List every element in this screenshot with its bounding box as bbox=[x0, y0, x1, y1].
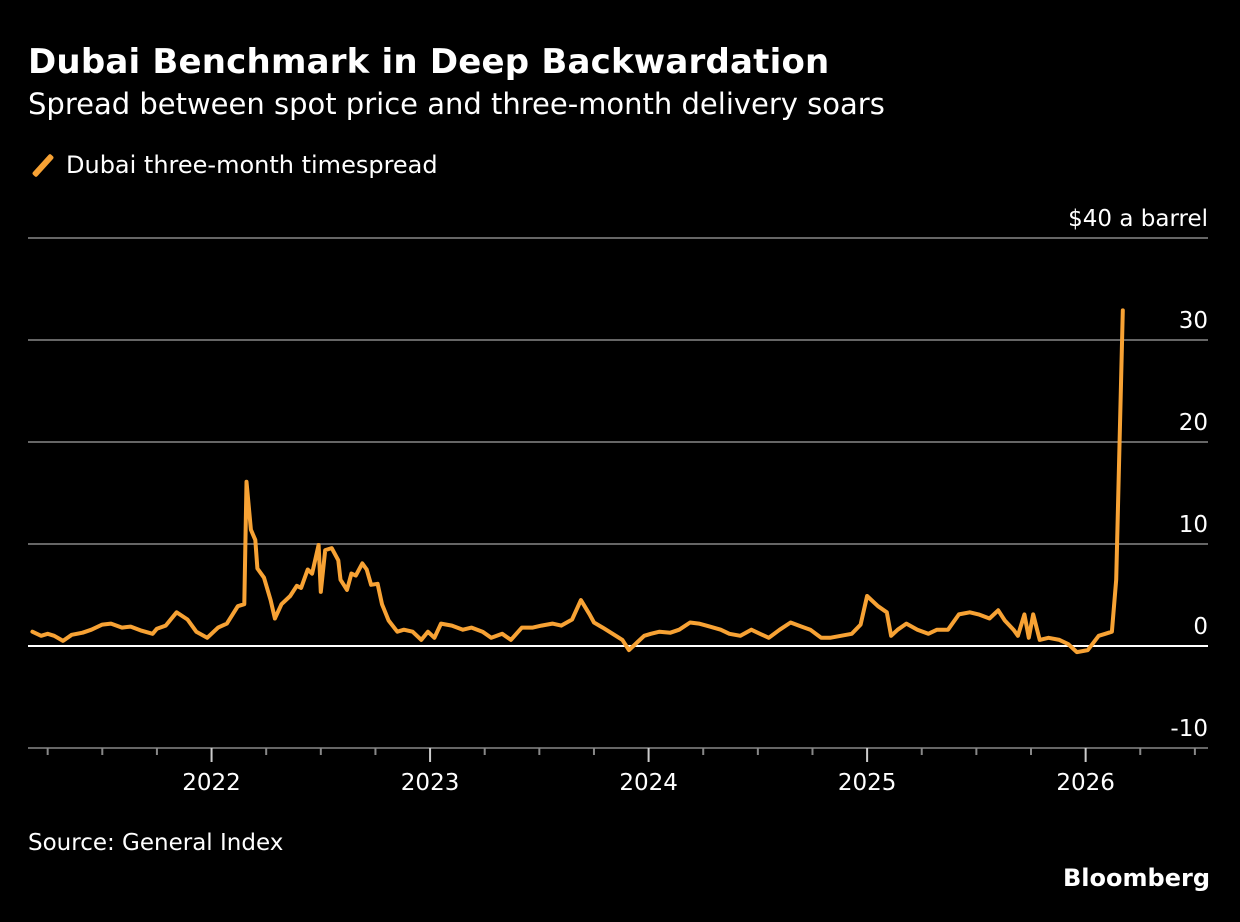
gridlines bbox=[28, 237, 1208, 749]
y-tick-label: 10 bbox=[1179, 512, 1208, 538]
y-axis-labels: $40 a barrel 30 20 10 0 -10 bbox=[1068, 206, 1208, 742]
legend-label: Dubai three-month timespread bbox=[66, 151, 438, 179]
x-tick-label: 2026 bbox=[1056, 770, 1115, 796]
y-tick-label: $40 a barrel bbox=[1068, 206, 1208, 232]
y-tick-label: 20 bbox=[1179, 410, 1208, 436]
chart-title: Dubai Benchmark in Deep Backwardation bbox=[28, 42, 830, 82]
bloomberg-logo: Bloomberg bbox=[1063, 864, 1210, 892]
source-note: Source: General Index bbox=[28, 830, 284, 856]
y-tick-label: 0 bbox=[1193, 614, 1208, 640]
legend: Dubai three-month timespread bbox=[28, 150, 438, 180]
series-line-dubai-timespread bbox=[30, 308, 1125, 655]
x-tick-label: 2023 bbox=[401, 770, 460, 796]
x-tick-label: 2022 bbox=[182, 770, 241, 796]
y-tick-label: 30 bbox=[1179, 308, 1208, 334]
x-tick-label: 2024 bbox=[619, 770, 678, 796]
x-axis: 2022 2023 2024 2025 2026 bbox=[28, 747, 1208, 796]
chart-subtitle: Spread between spot price and three-mont… bbox=[28, 87, 885, 121]
x-tick-label: 2025 bbox=[838, 770, 897, 796]
y-tick-label: -10 bbox=[1170, 716, 1208, 742]
series-layer bbox=[30, 308, 1125, 655]
